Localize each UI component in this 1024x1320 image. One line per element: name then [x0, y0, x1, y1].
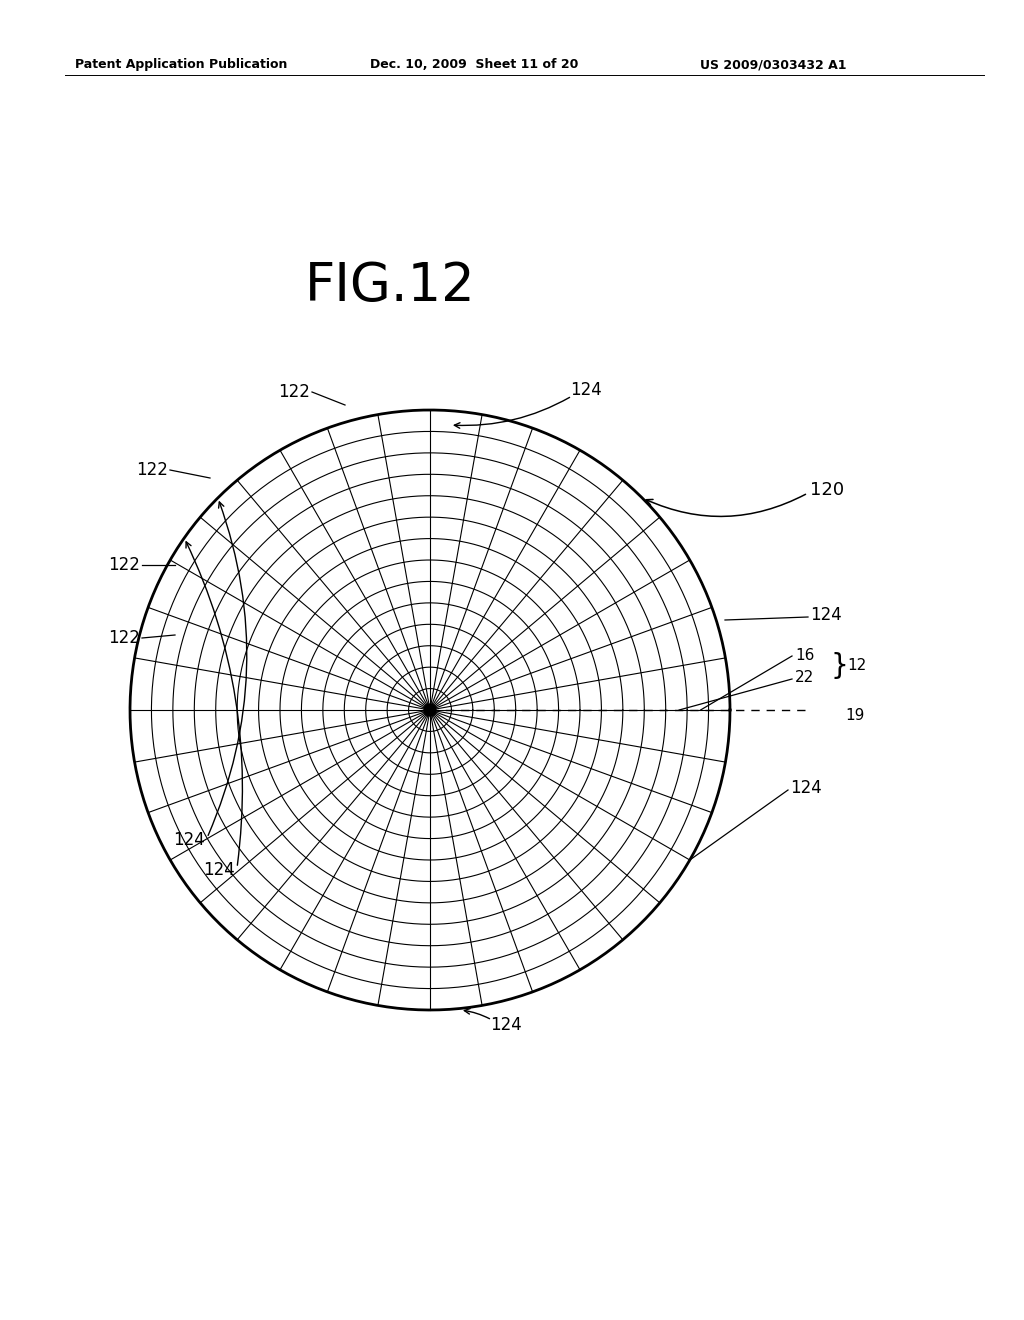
- Text: FIG.12: FIG.12: [305, 260, 475, 312]
- Circle shape: [424, 704, 436, 715]
- Text: US 2009/0303432 A1: US 2009/0303432 A1: [700, 58, 847, 71]
- Text: 122: 122: [109, 556, 140, 574]
- Text: 122: 122: [136, 461, 168, 479]
- Text: Dec. 10, 2009  Sheet 11 of 20: Dec. 10, 2009 Sheet 11 of 20: [370, 58, 579, 71]
- Text: 22: 22: [795, 671, 814, 685]
- Text: 124: 124: [490, 1016, 522, 1034]
- Text: 124: 124: [203, 861, 234, 879]
- Text: 124: 124: [790, 779, 821, 797]
- Text: 12: 12: [847, 659, 866, 673]
- Text: 122: 122: [279, 383, 310, 401]
- Text: 124: 124: [173, 832, 205, 849]
- Text: }: }: [830, 652, 848, 680]
- Text: 19: 19: [845, 708, 864, 722]
- Text: 124: 124: [810, 606, 842, 624]
- Text: 122: 122: [109, 630, 140, 647]
- Text: 16: 16: [795, 648, 814, 663]
- Text: 124: 124: [570, 381, 602, 399]
- Text: Patent Application Publication: Patent Application Publication: [75, 58, 288, 71]
- Text: 120: 120: [810, 480, 844, 499]
